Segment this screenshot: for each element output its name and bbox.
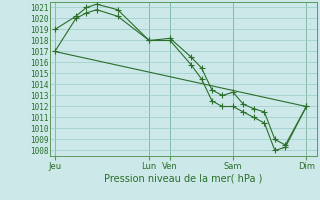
- X-axis label: Pression niveau de la mer( hPa ): Pression niveau de la mer( hPa ): [104, 173, 262, 183]
